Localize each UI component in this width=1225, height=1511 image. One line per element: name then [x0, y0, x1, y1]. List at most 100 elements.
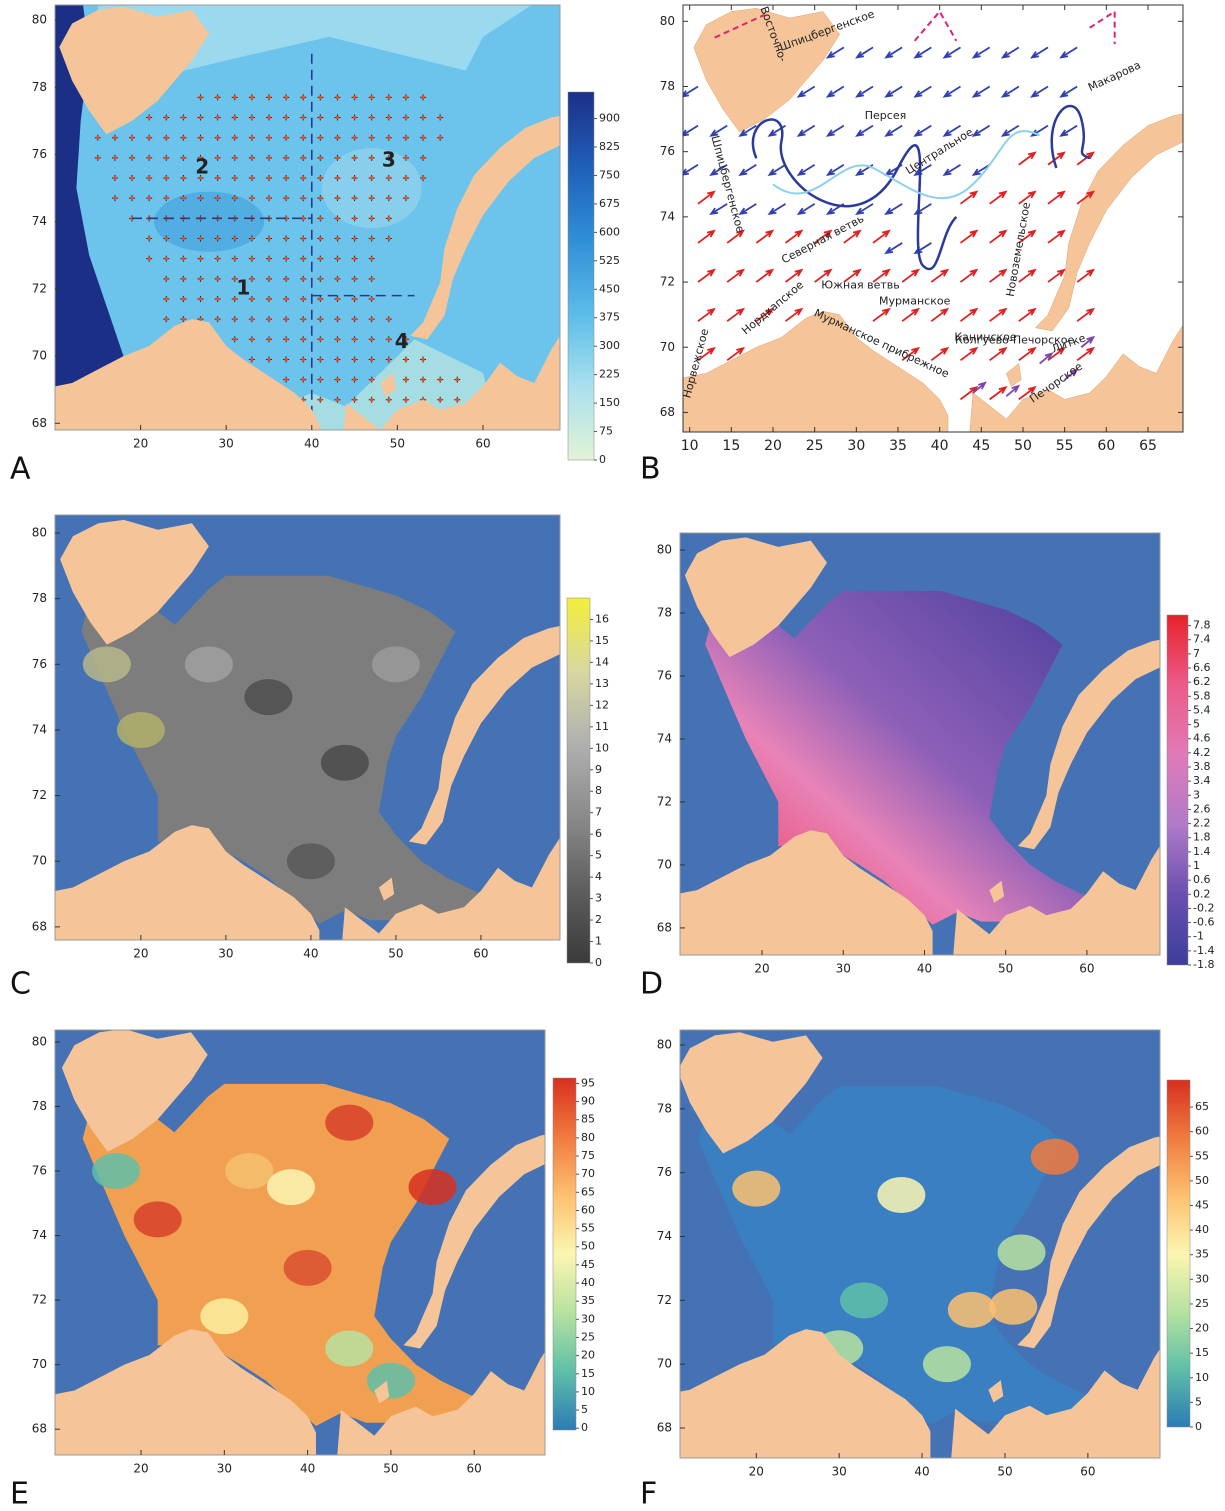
colorbar-label: 15	[1195, 1346, 1209, 1359]
station-dot	[353, 358, 357, 362]
y-tick-label: 72	[657, 1293, 672, 1307]
x-tick-label: 60	[1080, 1465, 1095, 1479]
x-tick-label: 35	[889, 438, 907, 454]
x-tick-label: 20	[133, 437, 148, 451]
colorbar-label: 35	[1195, 1248, 1209, 1261]
colorbar-label: 30	[581, 1312, 595, 1325]
colorbar-label: 20	[581, 1349, 595, 1362]
colorbar-label: 0.2	[1193, 887, 1211, 900]
station-dot	[301, 156, 305, 160]
station-dot	[319, 337, 323, 341]
x-tick-label: 50	[998, 962, 1013, 976]
station-dot	[250, 176, 254, 180]
station-dot	[336, 257, 340, 261]
station-dot	[96, 136, 100, 140]
station-dot	[267, 96, 271, 100]
station-dot	[284, 337, 288, 341]
station-dot	[301, 297, 305, 301]
x-tick-label: 30	[847, 438, 865, 454]
x-tick-label: 30	[218, 947, 233, 961]
station-dot	[370, 156, 374, 160]
field-patch	[200, 1298, 248, 1334]
colorbar-label: 6	[595, 827, 602, 840]
station-dot	[182, 257, 186, 261]
region-number: 3	[382, 148, 396, 172]
station-dot	[336, 277, 340, 281]
station-dot	[353, 196, 357, 200]
current-label: Персея	[865, 109, 906, 122]
x-tick-label: 60	[475, 437, 490, 451]
colorbar	[553, 1078, 576, 1430]
station-dot	[130, 176, 134, 180]
station-dot	[199, 136, 203, 140]
field-patch	[325, 1331, 373, 1367]
station-dot	[284, 317, 288, 321]
station-dot	[370, 196, 374, 200]
station-dot	[370, 297, 374, 301]
station-dot	[387, 116, 391, 120]
station-dot	[199, 237, 203, 241]
station-dot	[387, 96, 391, 100]
station-dot	[250, 136, 254, 140]
field-patch	[877, 1177, 925, 1213]
station-dot	[284, 136, 288, 140]
y-tick-label: 68	[660, 405, 675, 419]
map-A	[38, 0, 569, 491]
station-dot	[164, 116, 168, 120]
colorbar-label: 2.2	[1193, 817, 1211, 830]
station-dot	[233, 257, 237, 261]
colorbar-label: 12	[595, 698, 609, 711]
colorbar-label: 6.6	[1193, 661, 1211, 674]
station-dot	[233, 96, 237, 100]
station-dot	[182, 297, 186, 301]
x-tick-label: 45	[972, 438, 990, 454]
station-dot	[319, 257, 323, 261]
station-dot	[421, 156, 425, 160]
x-tick-label: 65	[1139, 438, 1157, 454]
field-patch	[409, 1169, 457, 1205]
y-tick-label: 68	[657, 1420, 672, 1434]
station-dot	[353, 217, 357, 221]
station-dot	[387, 237, 391, 241]
colorbar-label: 2.6	[1193, 802, 1211, 815]
station-dot	[404, 378, 408, 382]
station-dot	[353, 317, 357, 321]
station-dot	[284, 116, 288, 120]
colorbar-label: 3	[595, 892, 602, 905]
colorbar-label: 5.8	[1193, 689, 1211, 702]
x-tick-label: 20	[764, 438, 782, 454]
colorbar-label: 525	[599, 254, 620, 267]
station-dot	[199, 196, 203, 200]
field-patch	[840, 1282, 888, 1318]
y-tick-label: 76	[657, 1165, 672, 1179]
station-dot	[199, 116, 203, 120]
station-dot	[301, 378, 305, 382]
x-tick-label: 30	[832, 1465, 847, 1479]
colorbar-label: 5	[581, 1403, 588, 1416]
colorbar-label: 0	[599, 453, 606, 466]
colorbar-label: 5	[595, 849, 602, 862]
station-dot	[147, 237, 151, 241]
colorbar-label: 150	[599, 396, 620, 409]
station-dot	[336, 237, 340, 241]
colorbar-label: -1.8	[1193, 958, 1214, 971]
x-tick-label: 60	[473, 947, 488, 961]
colorbar-label: 85	[581, 1113, 595, 1126]
station-dot	[284, 378, 288, 382]
x-tick-label: 20	[133, 947, 148, 961]
region-number: 2	[195, 154, 209, 178]
colorbar-label: 50	[1195, 1174, 1209, 1187]
station-dot	[284, 176, 288, 180]
station-dot	[353, 96, 357, 100]
station-dot	[301, 257, 305, 261]
station-dot	[267, 116, 271, 120]
colorbar-label: 55	[581, 1222, 595, 1235]
station-dot	[319, 156, 323, 160]
y-tick-label: 74	[660, 209, 675, 223]
x-tick-label: 50	[388, 947, 403, 961]
station-dot	[216, 136, 220, 140]
y-tick-label: 74	[32, 1228, 47, 1242]
y-tick-label: 72	[32, 788, 47, 802]
colorbar-label: 15	[595, 634, 609, 647]
station-dot	[387, 217, 391, 221]
